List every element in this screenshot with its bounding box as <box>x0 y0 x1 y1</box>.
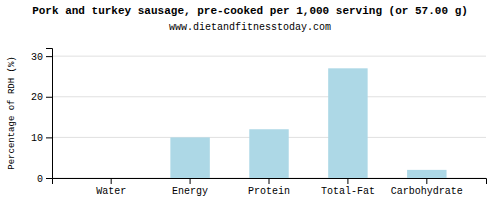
y-tick-label: 10 <box>31 133 43 144</box>
x-tick: Carbohydrate <box>391 178 463 197</box>
x-tick-mark <box>269 178 270 184</box>
bar <box>328 68 367 178</box>
x-tick: Energy <box>172 178 208 197</box>
y-tick-mark <box>46 56 52 57</box>
x-tick-label: Energy <box>172 186 208 197</box>
y-tick-label: 20 <box>31 92 43 103</box>
bars <box>170 68 446 178</box>
y-tick: 20 <box>31 92 52 103</box>
bar <box>407 170 446 178</box>
y-tick-label: 30 <box>31 52 43 63</box>
x-tick: Total-Fat <box>321 178 375 197</box>
y-tick: 0 <box>37 174 52 185</box>
x-tick-label: Total-Fat <box>321 186 375 197</box>
subtitle: www.dietandfitnesstoday.com <box>169 22 331 33</box>
x-tick-mark <box>190 178 191 184</box>
x-tick-label: Carbohydrate <box>391 186 463 197</box>
x-tick-label: Water <box>96 186 126 197</box>
x-tick-mark <box>111 178 112 184</box>
x-axis: Water Energy Protein Total-Fat Carbohydrate <box>53 178 487 197</box>
y-tick: 30 <box>31 52 52 63</box>
x-tick: Water <box>96 178 126 197</box>
plot: Water Energy Protein Total-Fat Carbohydrate 0… <box>31 49 487 198</box>
y-axis-line <box>46 49 53 179</box>
y-tick-mark <box>46 137 52 138</box>
bar <box>170 137 209 178</box>
x-tick-mark <box>347 178 348 184</box>
x-tick-label: Protein <box>248 186 290 197</box>
grid-line <box>52 56 486 57</box>
grid <box>52 56 486 178</box>
x-tick: Protein <box>248 178 290 197</box>
y-tick-mark <box>46 97 52 98</box>
bar <box>91 178 130 179</box>
title: Pork and turkey sausage, pre-cooked per … <box>32 5 468 17</box>
y-tick: 10 <box>31 133 52 144</box>
y-tick-label: 0 <box>37 174 43 185</box>
y-tick-mark <box>46 178 52 179</box>
y-axis: 0 10 20 30 <box>31 49 53 185</box>
bar <box>249 129 288 178</box>
x-tick-mark <box>426 178 427 184</box>
y-axis-title: Percentage of RDH (%) <box>7 56 17 169</box>
chart: Pork and turkey sausage, pre-cooked per … <box>0 0 500 200</box>
grid-line <box>52 96 486 97</box>
x-axis-line <box>53 179 487 185</box>
